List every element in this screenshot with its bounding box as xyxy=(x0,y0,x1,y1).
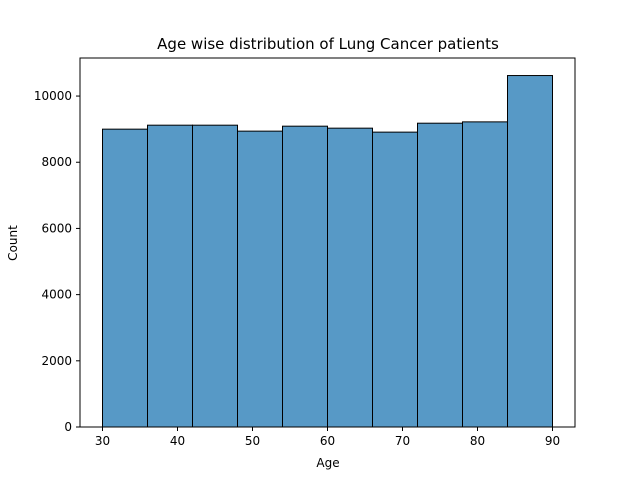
histogram-bar-84-90 xyxy=(507,75,553,428)
y-axis-label: Count xyxy=(6,225,20,261)
x-tick-label: 30 xyxy=(95,434,110,448)
x-axis-label: Age xyxy=(316,456,339,470)
x-tick-label: 70 xyxy=(395,434,410,448)
histogram-bar-60-66 xyxy=(327,127,373,428)
x-tick-label: 50 xyxy=(245,434,260,448)
histogram-bar-72-78 xyxy=(417,122,463,428)
histogram-bar-48-54 xyxy=(237,130,283,428)
plot-frame xyxy=(79,57,576,428)
histogram-bar-54-60 xyxy=(282,125,328,428)
y-ticks-group: 0 2000 4000 6000 8000 10000 xyxy=(34,89,80,434)
y-tick-label: 4000 xyxy=(41,288,72,302)
histogram-bar-78-84 xyxy=(462,121,508,428)
histogram-bar-36-42 xyxy=(147,124,193,428)
x-tick-label: 80 xyxy=(470,434,485,448)
histogram-bar-30-36 xyxy=(102,128,148,428)
y-tick-label: 2000 xyxy=(41,354,72,368)
y-tick-label: 0 xyxy=(64,420,72,434)
y-tick-label: 10000 xyxy=(34,89,72,103)
y-tick-label: 8000 xyxy=(41,155,72,169)
x-tick-label: 60 xyxy=(320,434,335,448)
x-tick-label: 90 xyxy=(545,434,560,448)
x-tick-label: 40 xyxy=(170,434,185,448)
histogram-bar-42-48 xyxy=(192,124,238,428)
x-ticks-group: 30 40 50 60 70 80 90 xyxy=(95,427,560,448)
histogram-bar-66-72 xyxy=(372,131,418,428)
chart-title: Age wise distribution of Lung Cancer pat… xyxy=(157,35,499,53)
bars-group xyxy=(102,75,553,428)
y-tick-label: 6000 xyxy=(41,221,72,235)
